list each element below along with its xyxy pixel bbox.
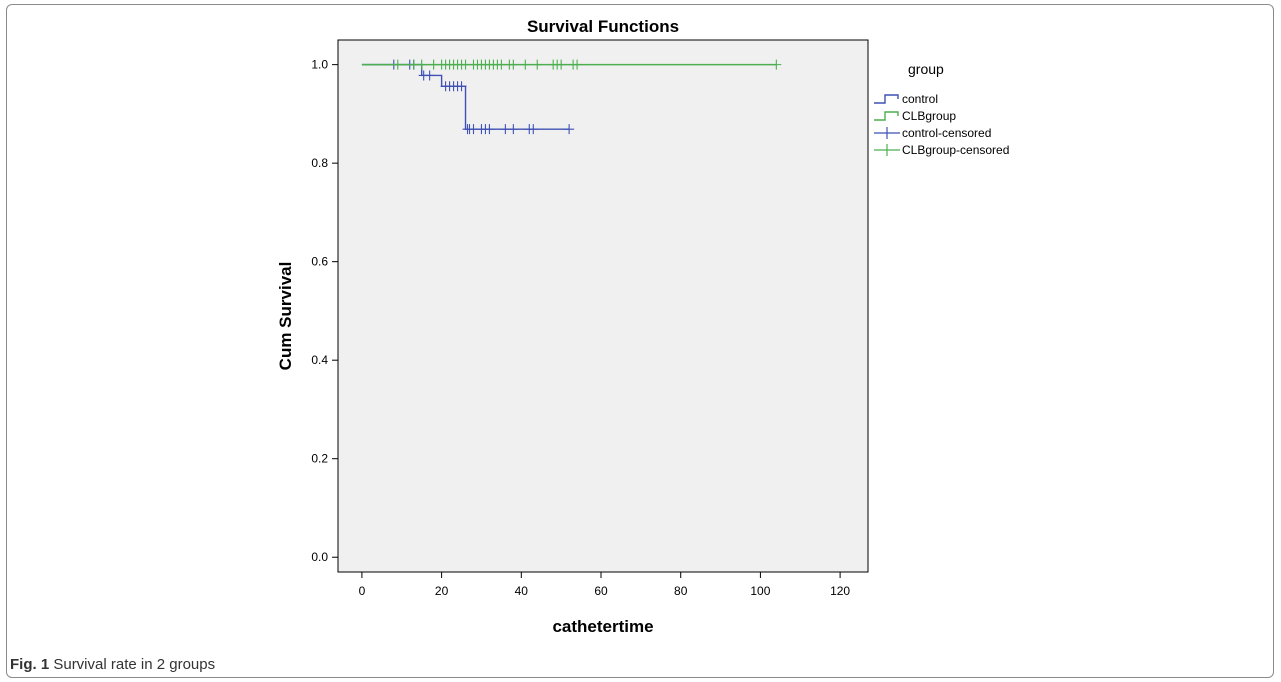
x-tick-label: 80 xyxy=(674,584,688,598)
legend-title: group xyxy=(908,61,944,77)
caption-label: Fig. 1 xyxy=(10,656,50,673)
figure-caption: Fig. 1 Survival rate in 2 groups xyxy=(10,656,215,673)
censor-mark-control xyxy=(484,124,495,135)
censor-mark-control xyxy=(424,70,435,81)
legend-swatch-CLBgroup xyxy=(874,111,899,121)
y-axis-label: Cum Survival xyxy=(276,262,295,371)
x-tick-label: 40 xyxy=(515,584,529,598)
censor-mark-control xyxy=(508,124,519,135)
censor-mark-CLBgroup xyxy=(508,59,519,70)
legend-swatch-control xyxy=(874,94,899,104)
censor-mark-control xyxy=(528,124,539,135)
x-tick-label: 120 xyxy=(830,584,850,598)
x-tick-label: 0 xyxy=(359,584,366,598)
x-tick-label: 100 xyxy=(750,584,770,598)
legend-label-CLBgroup: CLBgroup xyxy=(902,109,956,123)
censor-mark-CLBgroup xyxy=(392,59,403,70)
x-axis-label: cathetertime xyxy=(552,617,653,636)
y-tick-label: 0.6 xyxy=(311,255,328,269)
plot-area xyxy=(337,39,869,573)
legend-label-control: control xyxy=(902,92,938,106)
legend-label-CLBgroup-censored: CLBgroup-censored xyxy=(902,143,1009,157)
censor-mark-CLBgroup xyxy=(416,59,427,70)
censor-mark-CLBgroup xyxy=(572,59,583,70)
y-tick-label: 1.0 xyxy=(311,58,328,72)
censor-mark-CLBgroup xyxy=(556,59,567,70)
censor-mark-CLBgroup xyxy=(520,59,531,70)
legend: group control CLBgroup control-censored CLB… xyxy=(874,61,1009,157)
series-layer xyxy=(361,59,782,135)
legend-label-control-censored: control-censored xyxy=(902,126,991,140)
censor-mark-CLBgroup xyxy=(532,59,543,70)
censor-mark-control xyxy=(564,124,575,135)
legend-swatch-control-censored xyxy=(874,127,900,139)
y-tick-label: 0.2 xyxy=(311,452,328,466)
y-tick-label: 0.8 xyxy=(311,156,328,170)
chart-title: Survival Functions xyxy=(527,17,679,36)
caption-text: Survival rate in 2 groups xyxy=(53,656,216,673)
axes: 0 20 40 60 80 100 120 0.0 0.2 0.4 0.6 0.8 1.0 xyxy=(311,58,850,598)
x-tick-label: 60 xyxy=(594,584,608,598)
y-tick-label: 0.4 xyxy=(311,353,328,367)
y-tick-label: 0.0 xyxy=(311,550,328,564)
x-tick-label: 20 xyxy=(435,584,449,598)
legend-swatch-CLBgroup-censored xyxy=(874,144,900,156)
censor-mark-CLBgroup xyxy=(771,59,782,70)
censor-mark-control xyxy=(456,81,467,92)
